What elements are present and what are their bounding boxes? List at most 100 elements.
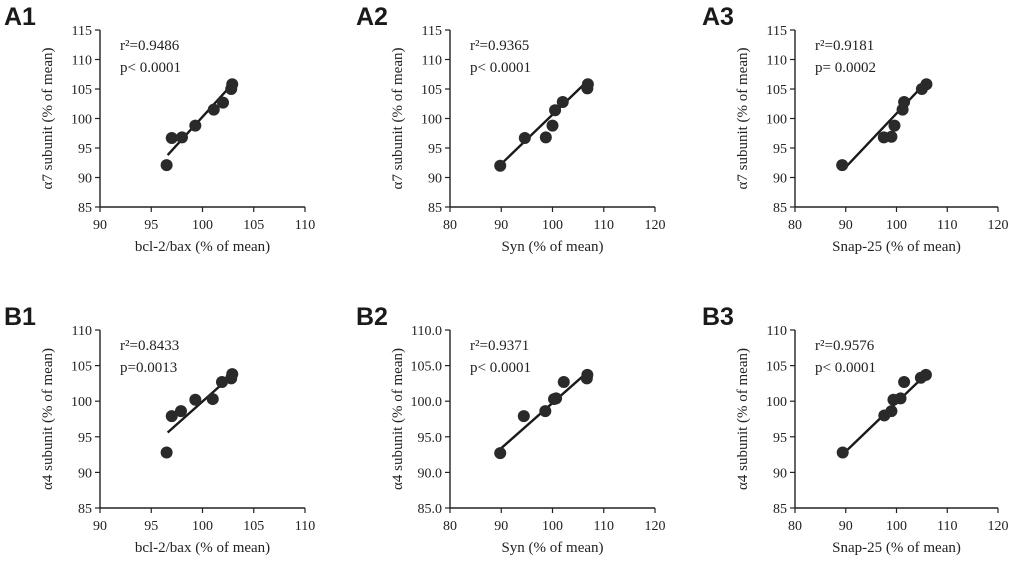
regression-line: [500, 79, 590, 165]
y-tick-label: 115: [72, 24, 92, 39]
data-point: [556, 95, 569, 108]
y-tick-label: 110: [767, 54, 787, 69]
panel-label: A2: [356, 3, 388, 31]
y-tick-label: 85.0: [418, 502, 443, 517]
regression-line: [842, 80, 928, 171]
y-tick-label: 100: [766, 113, 787, 128]
y-tick-label: 110: [422, 54, 442, 69]
data-point: [546, 119, 559, 132]
y-tick-label: 85: [773, 502, 787, 517]
x-tick-label: 105: [243, 218, 264, 233]
x-tick-label: 110: [295, 519, 315, 534]
x-tick-label: 110: [937, 519, 957, 534]
x-tick-label: 100: [192, 519, 213, 534]
y-tick-label: 110: [72, 324, 92, 339]
y-tick-label: 110: [767, 324, 787, 339]
panel-label: B1: [4, 303, 36, 331]
data-point: [174, 405, 187, 418]
y-tick-label: 100: [71, 113, 92, 128]
panel-label: A1: [4, 3, 36, 31]
panel-label: B2: [356, 303, 388, 331]
y-axis-label: α4 subunit (% of mean): [390, 348, 406, 490]
p-value-annotation: p< 0.0001: [470, 360, 531, 376]
x-tick-label: 100: [886, 519, 907, 534]
data-point: [165, 410, 178, 423]
x-tick-label: 90: [839, 218, 853, 233]
x-tick-label: 120: [645, 218, 666, 233]
data-point: [920, 78, 933, 91]
y-tick-label: 105: [71, 360, 92, 375]
x-tick-label: 80: [443, 218, 457, 233]
y-tick-label: 90: [428, 172, 442, 187]
x-tick-label: 90: [93, 218, 107, 233]
data-point: [581, 368, 594, 381]
y-tick-label: 100: [421, 113, 442, 128]
data-point: [226, 368, 239, 381]
data-point: [217, 96, 229, 109]
x-tick-label: 120: [645, 519, 666, 534]
y-axis-label: α4 subunit (% of mean): [40, 348, 56, 490]
y-tick-label: 95: [773, 142, 787, 157]
y-tick-label: 90: [78, 172, 92, 187]
x-tick-label: 100: [192, 218, 213, 233]
data-point: [176, 131, 188, 144]
y-tick-label: 115: [422, 24, 442, 39]
y-tick-label: 110: [72, 54, 92, 69]
data-point: [226, 78, 239, 91]
y-tick-label: 95: [773, 431, 787, 446]
p-value-annotation: p=0.0013: [120, 360, 177, 376]
data-point: [885, 405, 898, 418]
y-tick-label: 90: [773, 466, 787, 481]
data-point: [888, 119, 901, 132]
data-point: [215, 375, 228, 388]
data-point: [160, 159, 173, 172]
r-squared-annotation: r²=0.8433: [120, 338, 179, 354]
panel-a3: A3 85 90 95 100 105 110 115 80 90 100 110 120 Snap-25…: [702, 3, 1009, 255]
data-point: [539, 405, 552, 418]
x-tick-label: 120: [988, 218, 1009, 233]
panel-b2: B2 85.0 90.0 95.0 100.0 105.0 110.0 80 90 100 110 1…: [356, 303, 666, 556]
y-tick-label: 105.0: [411, 360, 443, 375]
y-tick-label: 100: [71, 395, 92, 410]
x-tick-label: 90: [839, 519, 853, 534]
data-point: [898, 95, 911, 108]
data-point: [550, 392, 563, 405]
data-point: [517, 410, 530, 423]
y-tick-label: 90: [773, 172, 787, 187]
data-point: [207, 103, 220, 116]
x-axis-label: Snap-25 (% of mean): [832, 540, 961, 556]
y-tick-label: 115: [767, 24, 787, 39]
data-point: [494, 159, 507, 172]
x-tick-label: 90: [494, 519, 508, 534]
y-tick-label: 85: [773, 201, 787, 216]
panels: A1 85 90 95 100 105 110 115 90 95 100 105 110 bcl-2/b…: [4, 3, 1009, 556]
data-point: [189, 393, 202, 406]
x-tick-label: 95: [144, 519, 158, 534]
data-point: [189, 119, 202, 132]
y-tick-label: 90.0: [418, 466, 443, 481]
data-point: [165, 131, 178, 144]
y-tick-label: 85: [78, 502, 92, 517]
r-squared-annotation: r²=0.9365: [470, 38, 529, 54]
x-tick-label: 110: [937, 218, 957, 233]
x-axis-label: Syn (% of mean): [501, 540, 603, 556]
data-point: [894, 392, 907, 405]
y-tick-label: 95: [78, 431, 92, 446]
y-tick-label: 100.0: [411, 395, 443, 410]
x-tick-label: 100: [542, 218, 563, 233]
data-point: [581, 78, 594, 91]
p-value-annotation: p< 0.0001: [815, 360, 876, 376]
r-squared-annotation: r²=0.9371: [470, 338, 529, 354]
panel-a2: A2 85 90 95 100 105 110 115 80 90 100 110 120 Syn (% …: [356, 3, 666, 255]
panel-label: A3: [702, 3, 734, 31]
x-tick-label: 105: [243, 519, 264, 534]
x-tick-label: 110: [594, 218, 614, 233]
x-axis-label: bcl-2/bax (% of mean): [135, 239, 270, 255]
y-tick-label: 90: [78, 466, 92, 481]
y-tick-label: 95.0: [418, 431, 443, 446]
x-tick-label: 120: [988, 519, 1009, 534]
p-value-annotation: p< 0.0001: [470, 60, 531, 76]
